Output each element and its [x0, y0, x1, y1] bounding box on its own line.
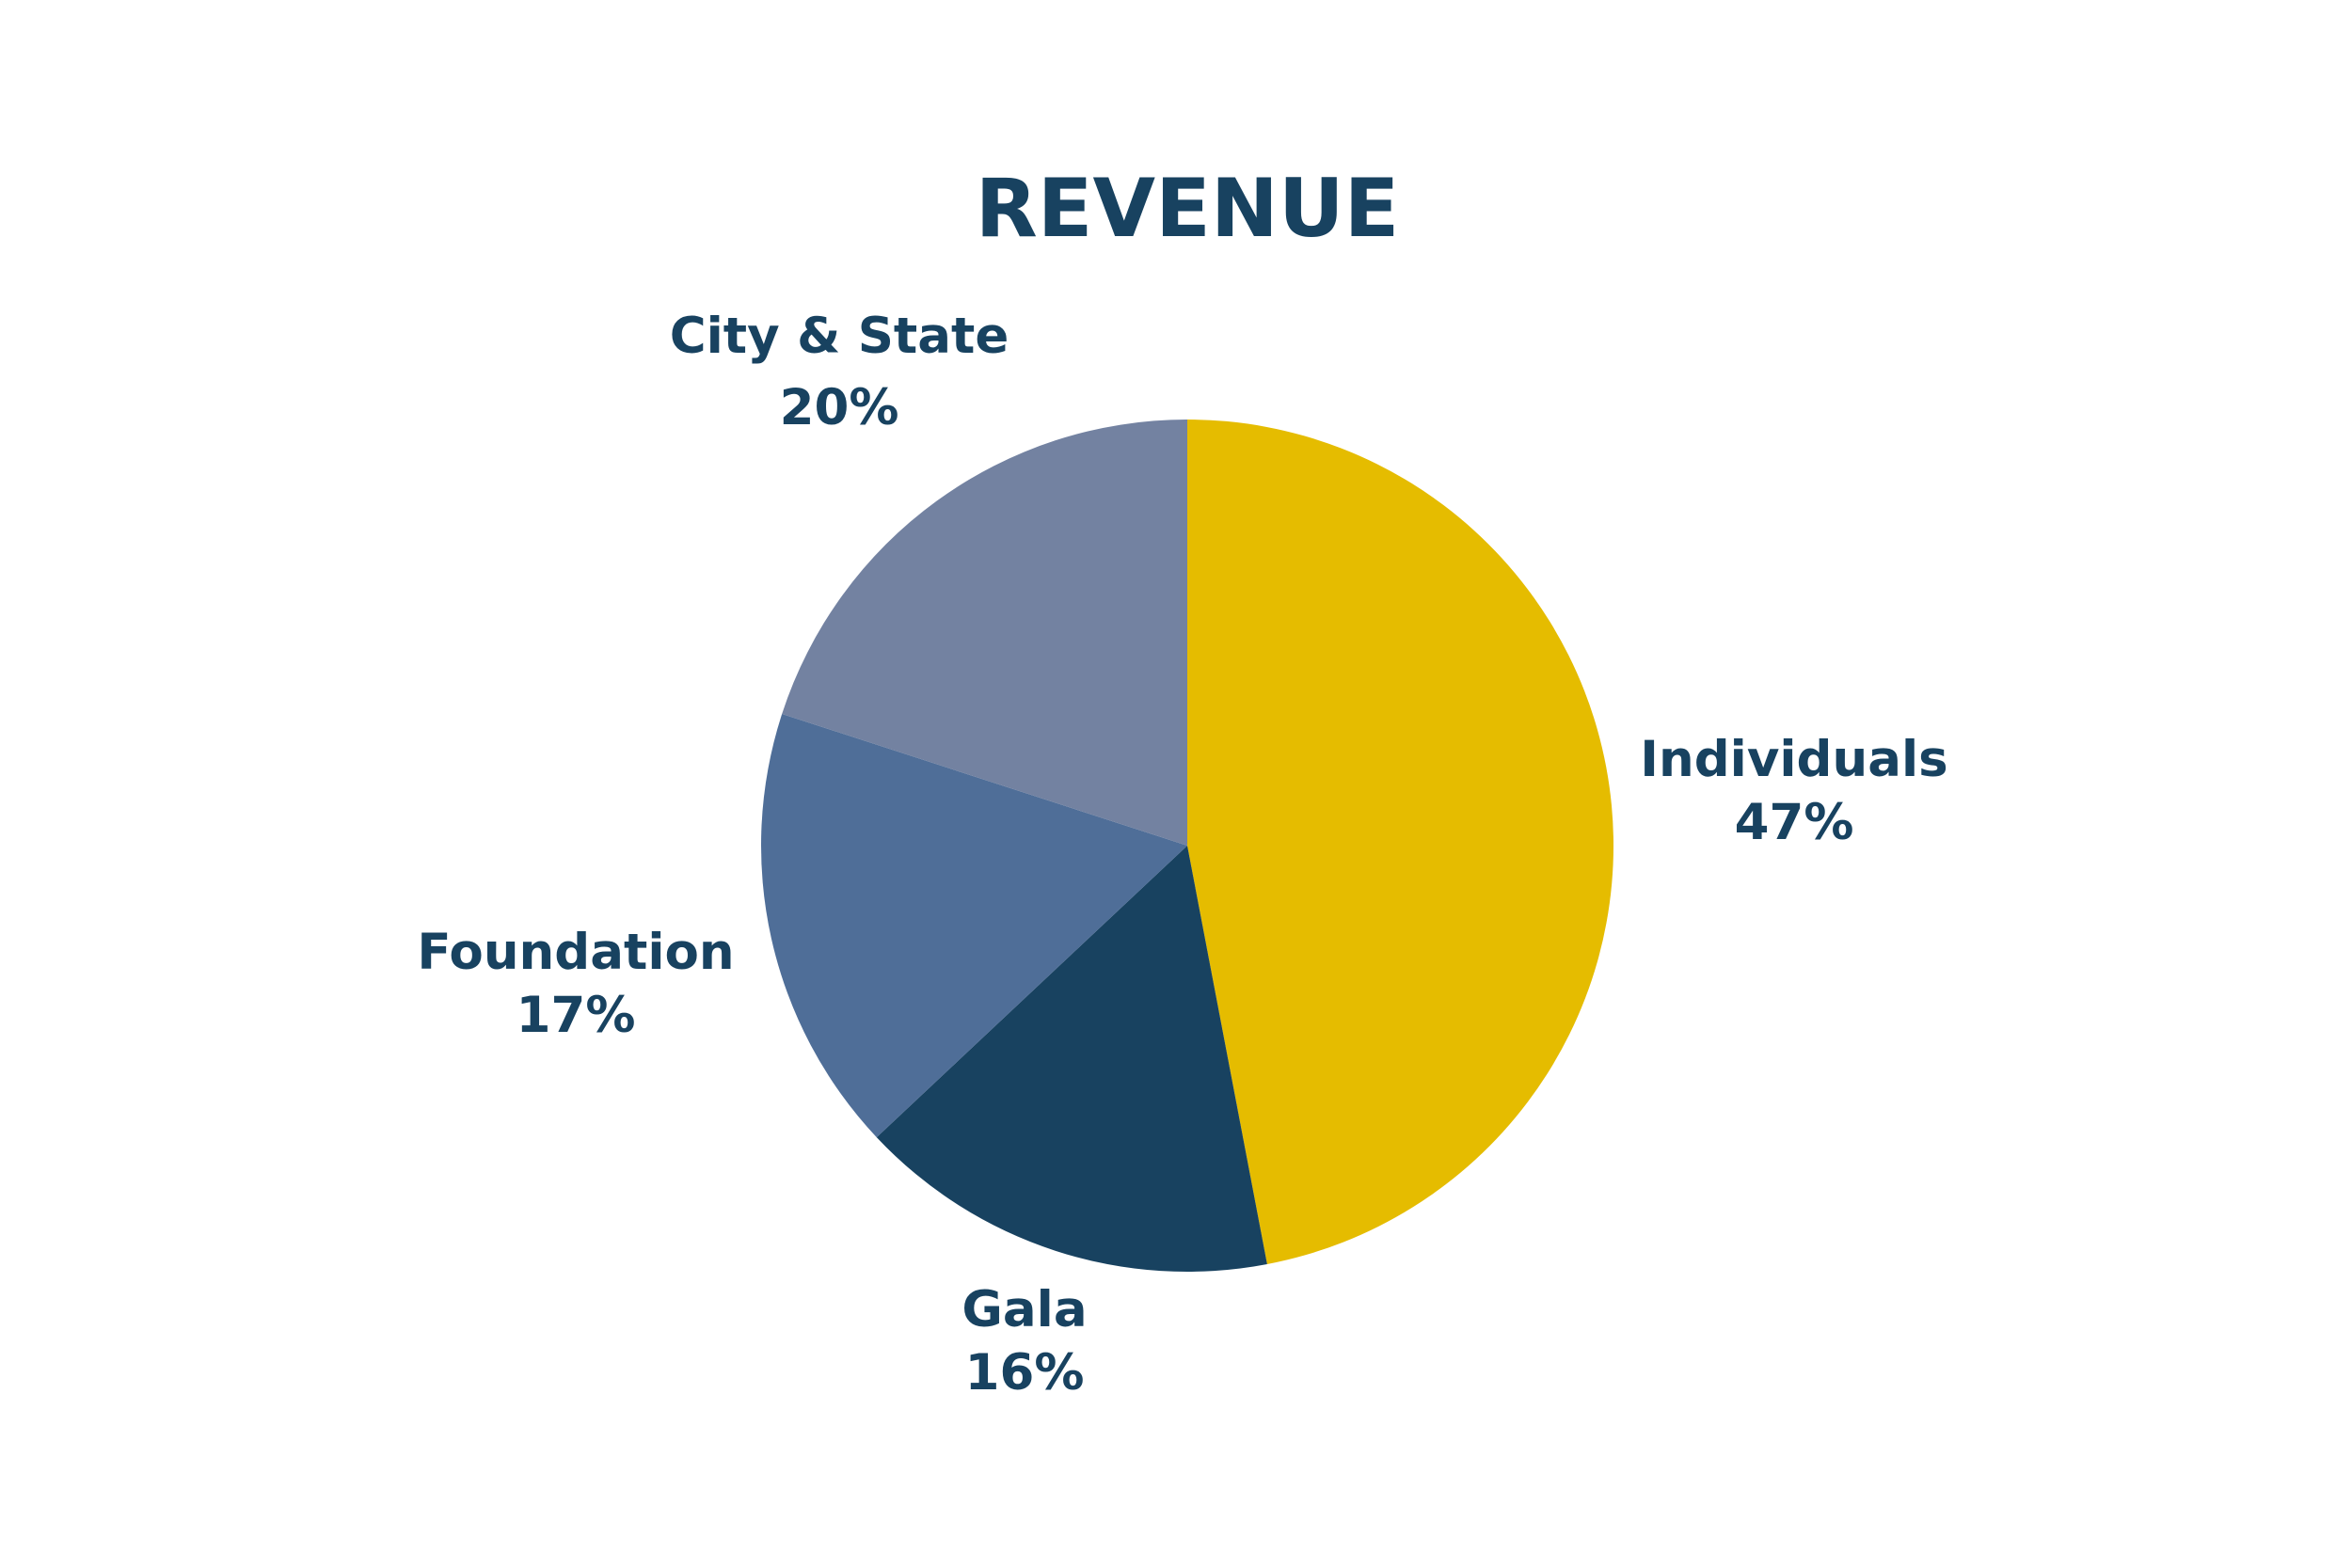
pie-slice-city-state	[782, 420, 1187, 846]
slice-label-foundation: Foundation	[417, 924, 734, 981]
slice-label-individuals: Individuals	[1640, 731, 1947, 788]
chart-title: REVENUE	[976, 162, 1400, 256]
slice-label-city-state: City & State	[670, 308, 1009, 365]
slice-value-individuals: 47%	[1735, 794, 1854, 851]
pie-slice-individuals	[1187, 420, 1614, 1264]
pie-slice-foundation	[761, 714, 1187, 1138]
slice-value-gala: 16%	[965, 1344, 1085, 1402]
pie-slice-gala	[876, 846, 1267, 1273]
pie-slices	[761, 420, 1614, 1273]
slice-value-city-state: 20%	[780, 379, 899, 436]
slice-label-gala: Gala	[961, 1281, 1087, 1338]
slice-value-foundation: 17%	[516, 987, 636, 1044]
